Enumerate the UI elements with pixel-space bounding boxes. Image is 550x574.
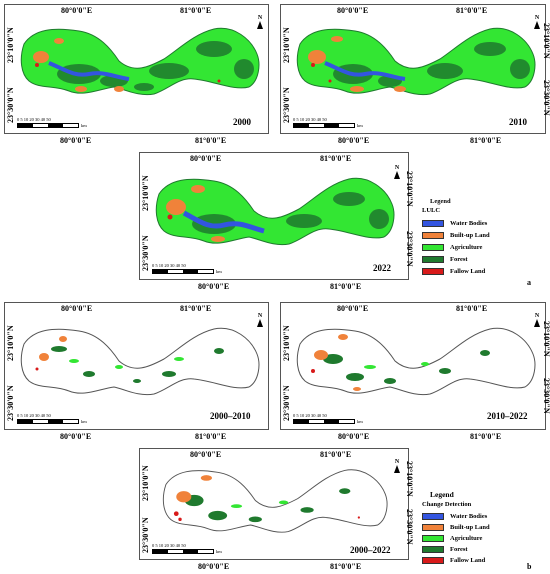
scale-bar: 0 5 10 20 30 40 50 — [293, 117, 355, 128]
lat-right-1: 23°10'0"N — [405, 461, 414, 497]
legend-item: Agriculture — [422, 534, 490, 542]
lat-right-2: 23°30'0"N — [542, 80, 550, 116]
lat-label-1: 23°10'0"N — [6, 27, 15, 63]
lon-bottom-1: 80°0'0"E — [338, 432, 370, 441]
change-period-label: 2000–2022 — [350, 545, 391, 555]
legend-subtitle: LULC — [422, 207, 441, 214]
scale-bar: 0 5 10 20 30 40 50 — [17, 117, 79, 128]
change-period-label: 2010–2022 — [487, 411, 528, 421]
map-year-label: 2010 — [509, 117, 527, 127]
lat-label-2: 23°30'0"N — [282, 87, 291, 123]
lon-bottom-2: 81°0'0"E — [330, 282, 362, 291]
legend-item: Agriculture — [422, 243, 490, 251]
map-year-label: 2022 — [373, 263, 391, 273]
change-panel-2000-2022: 80°0'0"E 81°0'0"E 23°10'0"N 23°30'0"N N … — [139, 448, 414, 560]
legend-title: Legend — [430, 198, 451, 205]
north-arrow-icon: N — [392, 459, 402, 473]
map-panel-2010: 80°0'0"E 81°0'0"E 23°10'0"N 23°30'0"N N … — [280, 4, 550, 134]
legend-title: Legend — [430, 490, 454, 499]
scale-unit: km — [81, 123, 87, 128]
lon-bottom-1: 80°0'0"E — [338, 136, 370, 145]
legend-item: Water Bodies — [422, 512, 490, 520]
lon-label-2: 81°0'0"E — [180, 304, 212, 313]
lon-label-1: 80°0'0"E — [190, 154, 222, 163]
north-arrow-icon: N — [532, 15, 542, 29]
scale-bar: 0 5 10 20 30 40 50 — [17, 413, 79, 424]
legend-subtitle: Change Detection — [422, 501, 472, 508]
lat-right-2: 23°30'0"N — [405, 509, 414, 545]
lat-right-2: 23°30'0"N — [542, 378, 550, 414]
map-panel-2022: 80°0'0"E 81°0'0"E 23°10'0"N 23°30'0"N N … — [139, 152, 414, 280]
lon-bottom-1: 80°0'0"E — [60, 432, 92, 441]
lon-label-2: 81°0'0"E — [320, 450, 352, 459]
lat-label-2: 23°30'0"N — [6, 87, 15, 123]
lulc-map-2022 — [155, 177, 395, 246]
lon-bottom-2: 81°0'0"E — [195, 432, 227, 441]
lat-label-2: 23°30'0"N — [141, 517, 150, 553]
lon-bottom-2: 81°0'0"E — [195, 136, 227, 145]
map-panel-2000: 80°0'0"E 81°0'0"E 23°10'0"N 23°30'0"N N … — [4, 4, 269, 134]
north-arrow-icon: N — [392, 165, 402, 179]
lon-label-1: 80°0'0"E — [190, 450, 222, 459]
change-map-2000-2010 — [20, 327, 260, 396]
change-map-2000-2022 — [162, 469, 388, 533]
lat-label-2: 23°30'0"N — [282, 385, 291, 421]
change-panel-2000-2010: 80°0'0"E 81°0'0"E 23°10'0"N 23°30'0"N N … — [4, 302, 269, 430]
lon-label-2: 81°0'0"E — [320, 154, 352, 163]
lat-label-1: 23°10'0"N — [282, 325, 291, 361]
lon-label-2: 81°0'0"E — [180, 6, 212, 15]
legend-item: Forest — [422, 255, 490, 263]
legend-lulc: Legend LULC Water Bodies Built-up Land A… — [422, 198, 490, 279]
legend-item: Forest — [422, 545, 490, 553]
scale-unit: km — [216, 269, 222, 274]
lat-label-1: 23°10'0"N — [141, 465, 150, 501]
lulc-map-2000 — [20, 27, 260, 96]
legend-item: Fallow Land — [422, 556, 490, 564]
lat-label-1: 23°10'0"N — [141, 175, 150, 211]
north-arrow-icon: N — [255, 15, 265, 29]
map-year-label: 2000 — [233, 117, 251, 127]
change-panel-2010-2022: 80°0'0"E 81°0'0"E 23°10'0"N 23°30'0"N N … — [280, 302, 550, 430]
lon-bottom-2: 81°0'0"E — [470, 432, 502, 441]
lon-label-2: 81°0'0"E — [456, 6, 488, 15]
lat-right-1: 23°10'0"N — [405, 171, 414, 207]
scale-unit: km — [81, 419, 87, 424]
lon-bottom-2: 81°0'0"E — [470, 136, 502, 145]
lat-right-1: 23°10'0"N — [542, 321, 550, 357]
figure-tag-b: b — [527, 562, 532, 571]
legend-item: Built-up Land — [422, 523, 490, 531]
lon-bottom-1: 80°0'0"E — [198, 282, 230, 291]
change-period-label: 2000–2010 — [210, 411, 251, 421]
scale-unit: km — [216, 549, 222, 554]
lon-bottom-2: 81°0'0"E — [330, 562, 362, 571]
lon-label-1: 80°0'0"E — [61, 6, 93, 15]
scale-bar: 0 5 10 20 30 40 50 — [293, 413, 355, 424]
legend-item: Built-up Land — [422, 231, 490, 239]
lat-label-2: 23°30'0"N — [6, 385, 15, 421]
scale-bar: 0 5 10 20 30 40 50 — [152, 263, 214, 274]
lat-right-1: 23°10'0"N — [542, 23, 550, 59]
change-map-2010-2022 — [296, 327, 536, 396]
lat-right-2: 23°30'0"N — [405, 231, 414, 267]
lon-label-2: 81°0'0"E — [456, 304, 488, 313]
figure-tag-a: a — [527, 278, 531, 287]
legend-item: Fallow Land — [422, 267, 490, 275]
legend-item: Water Bodies — [422, 219, 490, 227]
scale-unit: km — [357, 419, 363, 424]
lat-label-2: 23°30'0"N — [141, 235, 150, 271]
north-arrow-icon: N — [255, 313, 265, 327]
scale-bar: 0 5 10 20 30 40 50 — [152, 543, 214, 554]
lon-label-1: 80°0'0"E — [61, 304, 93, 313]
lat-label-1: 23°10'0"N — [282, 27, 291, 63]
lon-bottom-1: 80°0'0"E — [198, 562, 230, 571]
legend-change-detection: Legend Change Detection Water Bodies Bui… — [422, 490, 490, 567]
lat-label-1: 23°10'0"N — [6, 325, 15, 361]
lon-bottom-1: 80°0'0"E — [60, 136, 92, 145]
lulc-map-2010 — [296, 27, 536, 96]
north-arrow-icon: N — [532, 313, 542, 327]
lon-label-1: 80°0'0"E — [337, 304, 369, 313]
scale-unit: km — [357, 123, 363, 128]
lon-label-1: 80°0'0"E — [337, 6, 369, 15]
